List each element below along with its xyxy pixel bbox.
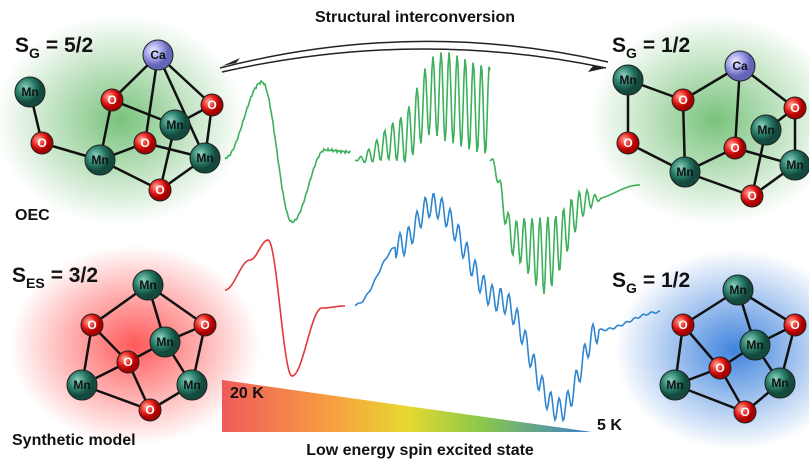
title: Structural interconversion <box>315 9 515 26</box>
spin-subscript: ES <box>26 275 45 291</box>
atom-label: Mn <box>21 85 38 99</box>
graphic: Structural interconversion 20 K 5 K Low … <box>0 0 809 462</box>
spin-value: = 1/2 <box>643 269 690 292</box>
atom-label: Mn <box>196 151 213 165</box>
atom-label: Mn <box>619 73 636 87</box>
atom-label: O <box>107 93 116 107</box>
atom-label: Mn <box>166 118 183 132</box>
temp-caption: Low energy spin excited state <box>306 442 534 459</box>
spin-symbol: S <box>612 269 626 292</box>
spin-subscript: G <box>626 45 637 61</box>
spectrum <box>355 194 660 421</box>
spin-state: SG = 1/2 <box>612 34 690 61</box>
spin-symbol: S <box>612 34 626 57</box>
atom-label: O <box>747 189 756 203</box>
cluster-label: OEC <box>15 207 50 224</box>
spin-state: SES = 3/2 <box>12 264 98 291</box>
atom-label: Mn <box>156 335 173 349</box>
atom-label: Mn <box>746 338 763 352</box>
atom-label: Mn <box>771 376 788 390</box>
atom-label: O <box>123 355 132 369</box>
atom-label: Ca <box>150 48 166 62</box>
atom-label: O <box>740 405 749 419</box>
atom-label: Mn <box>786 158 803 172</box>
atom-label: O <box>678 93 687 107</box>
atom-label: O <box>37 136 46 150</box>
spin-value: = 1/2 <box>643 34 690 57</box>
atom-label: O <box>790 318 799 332</box>
atom-label: Mn <box>73 378 90 392</box>
temp-low: 5 K <box>597 417 622 434</box>
atom-label: Mn <box>757 123 774 137</box>
arrow <box>220 41 608 68</box>
arrow <box>222 49 606 72</box>
spin-value: = 3/2 <box>51 264 98 287</box>
atom-label: Mn <box>139 278 156 292</box>
atom-label: Mn <box>666 378 683 392</box>
atom-label: Mn <box>91 153 108 167</box>
temp-high: 20 K <box>230 385 264 402</box>
spin-subscript: G <box>29 45 40 61</box>
atom-label: O <box>623 136 632 150</box>
atom-label: O <box>730 141 739 155</box>
spin-state: SG = 5/2 <box>15 34 93 61</box>
atom-label: O <box>678 318 687 332</box>
atom-label: Mn <box>676 165 693 179</box>
atom-label: Mn <box>183 378 200 392</box>
atom-label: O <box>140 136 149 150</box>
atom-label: O <box>155 183 164 197</box>
atom-label: O <box>145 403 154 417</box>
temperature-wedge <box>222 380 592 432</box>
spectrum <box>225 81 350 223</box>
atom-label: O <box>87 318 96 332</box>
atom-label: O <box>207 98 216 112</box>
cluster-label: Synthetic model <box>12 432 136 449</box>
atom-label: Mn <box>729 283 746 297</box>
spin-symbol: S <box>12 264 26 287</box>
spin-value: = 5/2 <box>46 34 93 57</box>
atom-label: O <box>200 318 209 332</box>
atom-label: O <box>790 101 799 115</box>
atom-label: Ca <box>732 59 748 73</box>
spectrum <box>355 52 490 162</box>
spin-symbol: S <box>15 34 29 57</box>
spin-state: SG = 1/2 <box>612 269 690 296</box>
page: Structural interconversion 20 K 5 K Low … <box>0 0 809 462</box>
spin-subscript: G <box>626 280 637 296</box>
atom-label: O <box>715 361 724 375</box>
